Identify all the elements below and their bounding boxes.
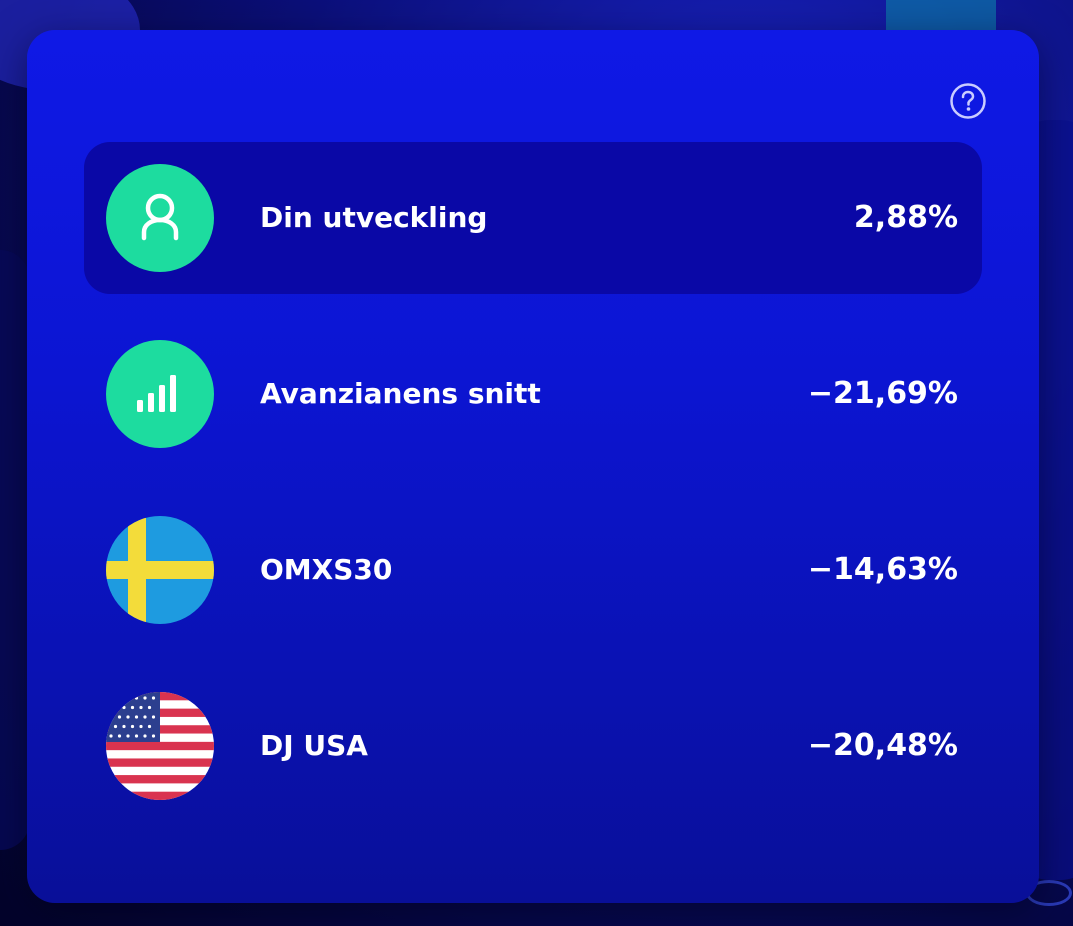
row-label: DJ USA bbox=[260, 729, 368, 762]
bar-chart-icon bbox=[106, 340, 214, 448]
row-label: OMXS30 bbox=[260, 553, 393, 586]
row-dj-usa[interactable]: DJ USA −20,48% bbox=[84, 670, 982, 822]
row-value: −21,69% bbox=[807, 376, 958, 411]
row-label: Din utveckling bbox=[260, 201, 488, 234]
usa-flag-icon bbox=[106, 692, 214, 800]
row-value: −14,63% bbox=[807, 552, 958, 587]
question-circle-icon[interactable] bbox=[949, 82, 987, 120]
row-omxs30[interactable]: OMXS30 −14,63% bbox=[84, 494, 982, 646]
row-avanzianens-snitt[interactable]: Avanzianens snitt −21,69% bbox=[84, 318, 982, 470]
row-value: 2,88% bbox=[853, 200, 958, 235]
row-label: Avanzianens snitt bbox=[260, 377, 541, 410]
sweden-flag-icon bbox=[106, 516, 214, 624]
performance-comparison-card: Din utveckling 2,88% Avanzianens snitt −… bbox=[27, 30, 1039, 903]
user-icon bbox=[106, 164, 214, 272]
background-shape bbox=[886, 0, 996, 32]
row-din-utveckling[interactable]: Din utveckling 2,88% bbox=[84, 142, 982, 294]
background-shape bbox=[0, 250, 30, 850]
row-value: −20,48% bbox=[807, 728, 958, 763]
